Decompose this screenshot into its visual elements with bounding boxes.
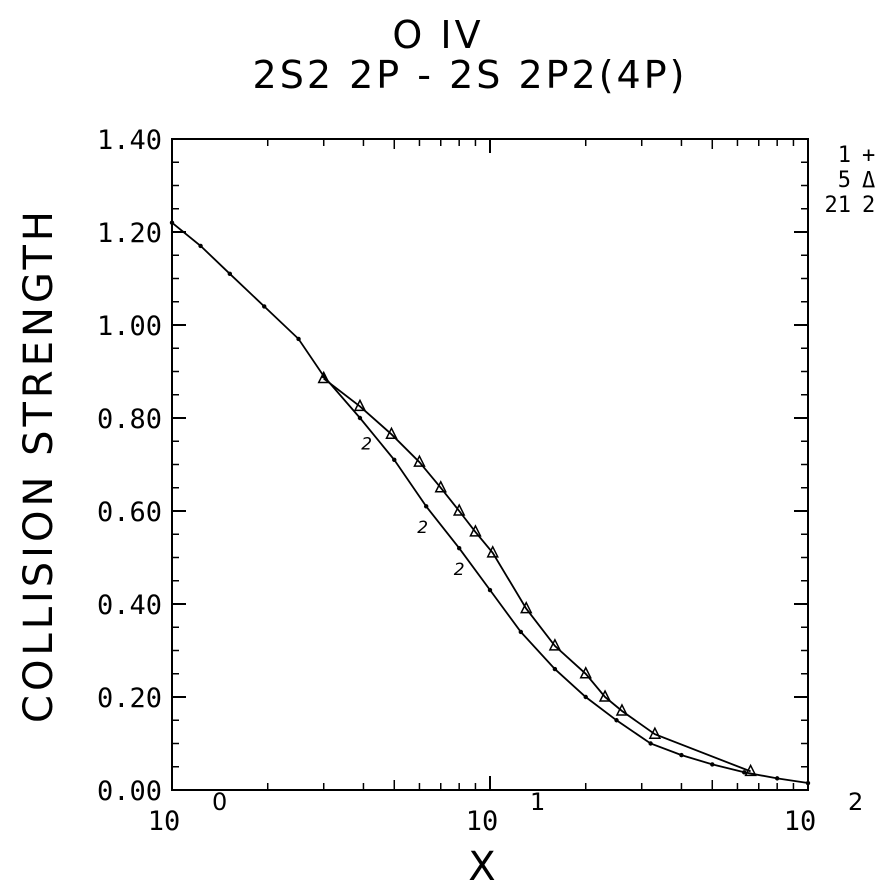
y-tick-label: 0.20 <box>97 683 162 714</box>
y-tick-label: 0.00 <box>97 776 162 807</box>
series-1-point <box>392 457 397 463</box>
legend-symbol: + <box>862 143 875 168</box>
series-21-point: 2 <box>361 434 372 454</box>
series-1-point <box>169 220 175 225</box>
series-5-triangle-point <box>520 600 533 614</box>
series-5-triangle-point <box>385 426 398 440</box>
y-axis: 0.00 0.20 0.40 0.60 0.80 1.00 1.20 1.40 <box>97 125 808 807</box>
y-tick-label: 0.80 <box>97 404 162 435</box>
x-tick-label-exponent: 0 <box>212 788 227 816</box>
plot-frame <box>171 138 809 791</box>
series-1-point <box>423 504 429 509</box>
y-tick-label: 0.40 <box>97 590 162 621</box>
x-tick-label-base: 10 <box>148 806 181 837</box>
series-1-point <box>456 546 462 551</box>
series-1-point <box>552 666 558 672</box>
series-1-point <box>614 718 619 723</box>
x-tick-label-base: 10 <box>784 806 817 837</box>
series-1-point <box>774 776 780 781</box>
series-5-triangle-point <box>353 398 367 412</box>
series-21-point: 2 <box>417 518 428 538</box>
y-tick-label: 1.40 <box>97 125 162 156</box>
series-5-triangle-point <box>452 503 466 516</box>
y-tick-label: 1.00 <box>97 311 162 342</box>
series-1-point <box>741 770 747 775</box>
legend-symbol: 2 <box>862 193 875 218</box>
series-line-1 <box>171 222 809 784</box>
series-1-point <box>262 304 267 309</box>
x-tick-label-exponent: 2 <box>848 788 863 816</box>
legend: 1 +5 Δ 21 2 <box>825 143 876 218</box>
x-axis-title: X <box>468 844 499 888</box>
series-5-triangle-point <box>434 480 447 493</box>
chart-title: O IV <box>392 13 483 57</box>
series-1-point <box>805 780 811 786</box>
series-1-point <box>679 752 684 758</box>
series-5-triangle-point <box>615 703 629 716</box>
series-5-triangle-point <box>744 763 757 777</box>
series-21-point: 2 <box>454 560 465 580</box>
chart-subtitle: 2S2 2P - 2S 2P2(4P) <box>253 53 688 97</box>
legend-number: 21 <box>825 193 852 218</box>
y-axis-title: COLLISION STRENGTH <box>16 207 62 723</box>
series-1-point <box>227 271 233 277</box>
series-1-point <box>518 629 524 635</box>
series-5-triangle-point <box>548 638 562 651</box>
series-5-triangle-point <box>486 545 499 558</box>
y-tick-label: 1.20 <box>97 218 162 249</box>
series-5-triangle-point <box>317 370 330 384</box>
series-5-triangle-point <box>598 689 612 702</box>
series-1-point <box>357 415 363 421</box>
series-line-5 <box>323 377 751 773</box>
series-1-point <box>710 762 715 767</box>
series-1-point <box>487 587 493 593</box>
legend-symbol: Δ <box>862 168 875 193</box>
series-1-point <box>583 694 588 700</box>
x-tick-label-base: 10 <box>466 806 499 837</box>
series-1-point <box>198 243 203 249</box>
series-1-point <box>648 741 653 746</box>
series-5-triangle-point <box>469 524 482 537</box>
y-tick-label: 0.60 <box>97 497 162 528</box>
series-lines <box>171 222 809 784</box>
series-5-triangle-point <box>648 726 662 739</box>
series-1-point <box>296 336 301 342</box>
legend-number: 5 <box>838 168 851 193</box>
x-axis: 10 0 10 1 10 2 <box>148 139 863 837</box>
series-5-triangle-point <box>413 454 426 467</box>
x-tick-label-exponent: 1 <box>530 788 545 816</box>
legend-number: 1 <box>838 143 851 168</box>
series-5-triangle-point <box>579 666 592 679</box>
series-markers: 2 2 2 <box>169 220 811 786</box>
